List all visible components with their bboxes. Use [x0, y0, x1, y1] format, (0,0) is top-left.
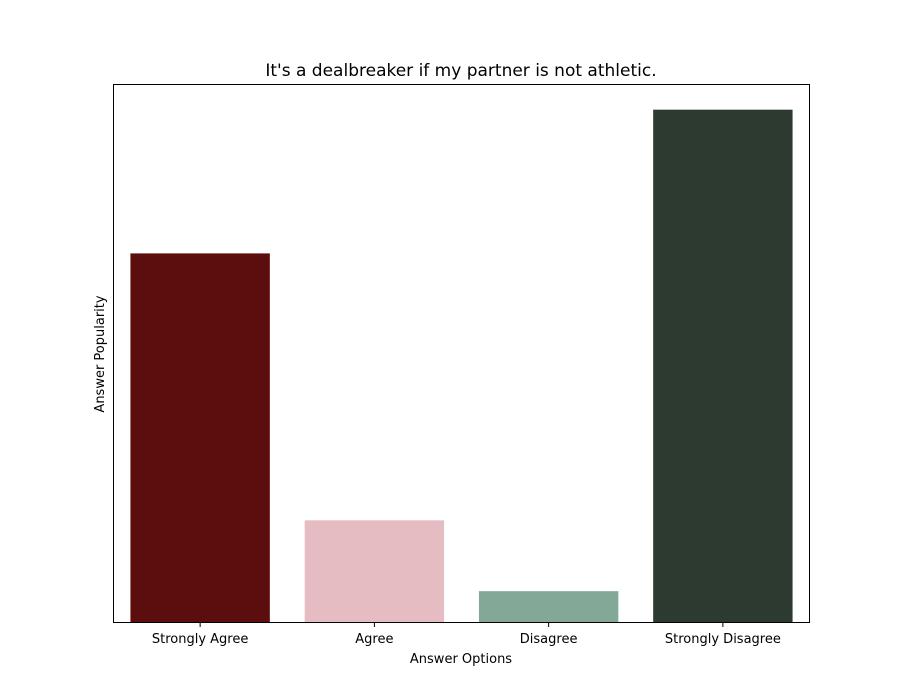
y-axis-label: Answer Popularity	[93, 295, 108, 412]
chart-title: It's a dealbreaker if my partner is not …	[265, 61, 656, 81]
plot-frame	[113, 84, 810, 623]
x-axis-label: Answer Options	[410, 652, 512, 667]
bar-disagree	[478, 591, 619, 623]
x-tick-label: Disagree	[520, 632, 578, 647]
bar-agree	[304, 520, 445, 623]
bars-layer	[130, 109, 793, 624]
x-tick-layer: Strongly Agree Agree Disagree Strongly Disa…	[152, 623, 781, 647]
bar-strongly-disagree	[653, 109, 793, 624]
x-tick-label: Strongly Agree	[152, 632, 249, 647]
x-tick-label: Agree	[355, 632, 393, 647]
x-tick-label: Strongly Disagree	[665, 632, 781, 647]
bar-strongly-agree	[130, 253, 270, 623]
